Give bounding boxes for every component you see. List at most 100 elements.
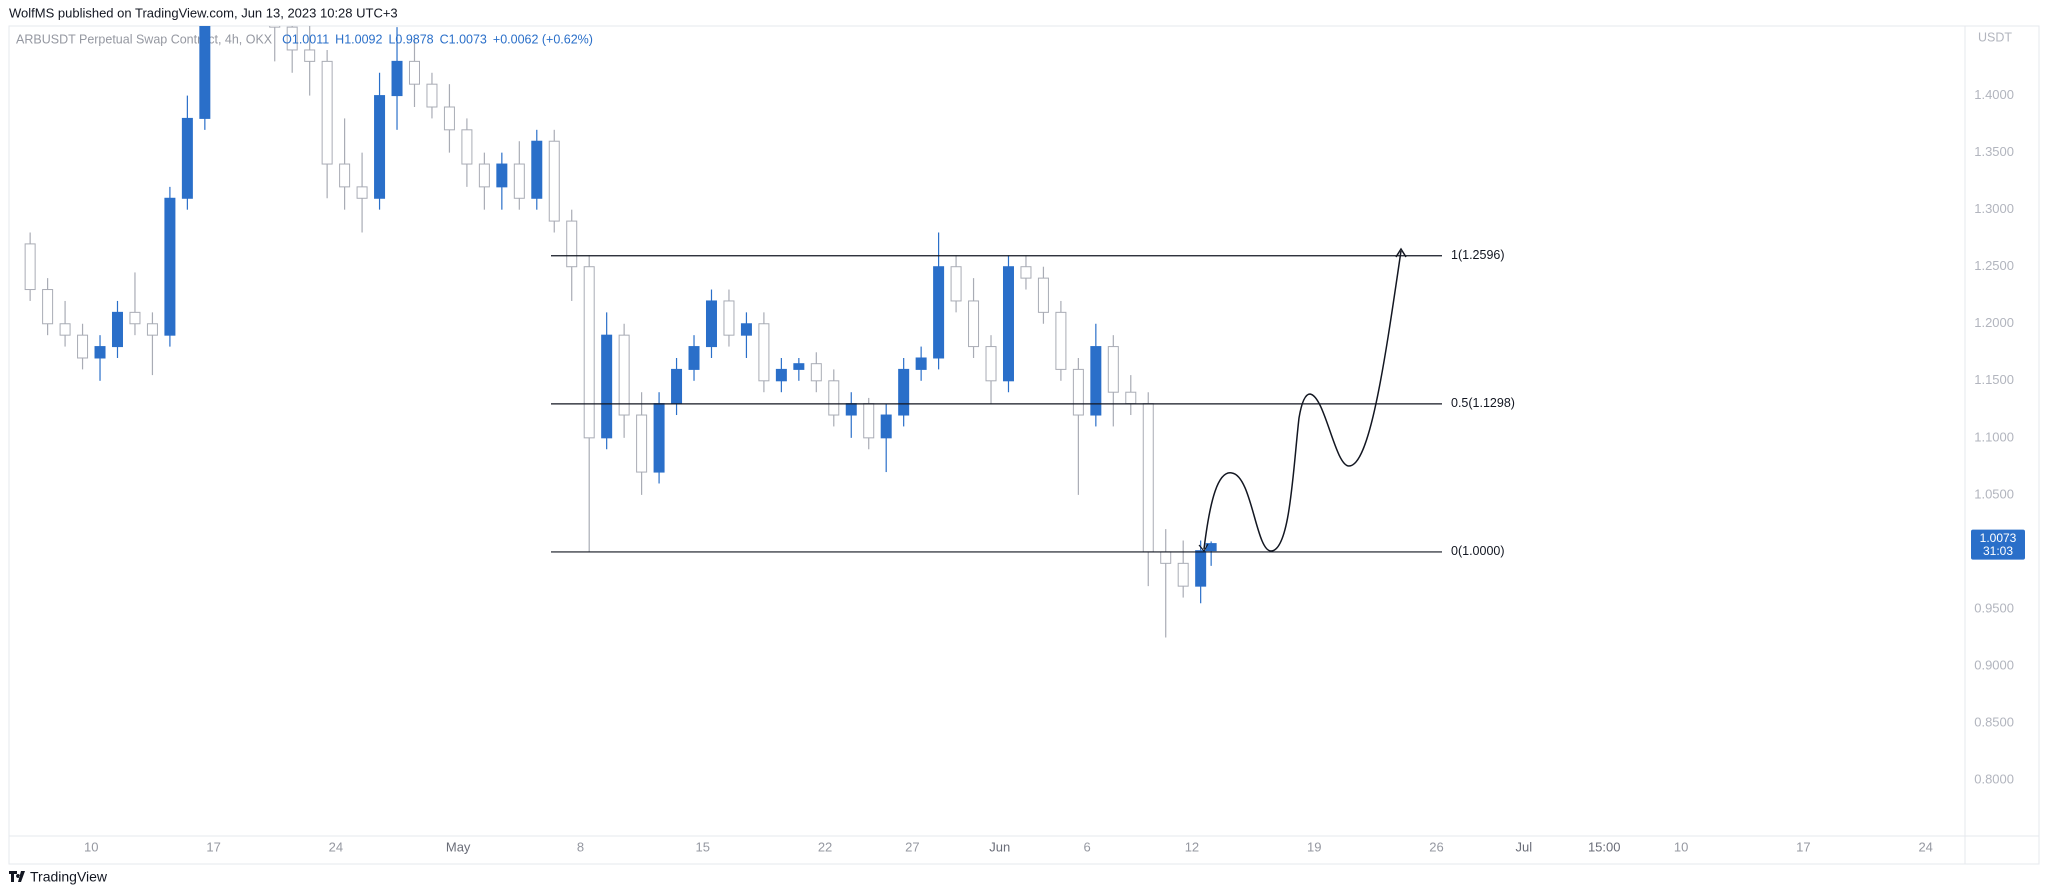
y-tick-label: 1.2500 [1974,258,2014,273]
candle-body [443,106,455,131]
candles [24,26,1217,638]
candle-body [356,186,368,199]
x-tick-label: 26 [1429,839,1443,854]
candle-body [671,368,683,405]
candle-body [653,403,665,473]
x-tick-label: 22 [818,839,832,854]
footer-brand: TradingView [30,869,108,885]
candle-body [845,403,857,416]
candle-body [688,346,700,370]
candle-body [1002,266,1014,382]
y-tick-label: 1.4000 [1974,87,2014,102]
candle-body [933,266,945,359]
candle-body [705,300,717,348]
candle-body [1037,277,1049,313]
candle-body [77,334,89,359]
x-tick-label: 27 [905,839,919,854]
candle-body [740,323,752,336]
x-tick-label: 6 [1083,839,1090,854]
fib-level-label: 1(1.2596) [1451,248,1505,262]
candle-body [269,26,281,28]
ohlc-value: L0.9878 [388,32,433,46]
candle-body [478,163,490,188]
x-tick-label: 10 [1674,839,1688,854]
candle-body [1125,391,1137,405]
candle-body [391,60,403,97]
candle-body [793,363,805,370]
candle-body [42,289,54,325]
candle-body [548,140,560,222]
candle-body [950,266,962,302]
candle-body [426,83,438,108]
chart-frame [8,25,2040,865]
candle-body [1195,550,1207,587]
candle-body [968,300,980,348]
ohlc-value: O1.0011 [282,32,329,46]
x-tick-label: 15:00 [1588,839,1621,854]
publisher-header: WolfMS published on TradingView.com, Jun… [9,5,398,20]
candle-body [915,357,927,370]
ohlc-value: C1.0073 [440,32,487,46]
candle-body [304,49,316,62]
y-tick-label: 1.0500 [1974,486,2014,501]
y-tick-label: 0.9500 [1974,600,2014,615]
candle-body [828,380,840,416]
projection-drawing [1203,250,1402,552]
candle-body [636,414,648,473]
candle-body [1177,562,1189,587]
fib-level-label: 0(1.0000) [1451,544,1505,558]
candle-body [1107,346,1119,393]
x-tick-label: Jun [989,839,1010,854]
x-tick-label: 17 [1796,839,1810,854]
candle-body [24,243,36,291]
candle-body [513,163,525,199]
countdown-label: 31:03 [1983,544,2013,558]
candle-body [1160,551,1172,564]
last-price-label: 1.0073 [1980,531,2017,545]
y-tick-label: 1.1500 [1974,372,2014,387]
projection-arrowhead [1395,247,1407,258]
x-tick-label: Jul [1516,839,1533,854]
candle-body [723,300,735,336]
y-tick-label: 0.8500 [1974,714,2014,729]
candle-body [408,60,420,85]
candle-body [583,266,595,439]
candle-body [880,414,892,439]
candle-body [898,368,910,416]
x-tick-label: 8 [577,839,584,854]
candle-body [810,363,822,382]
candle-body [863,403,875,439]
x-tick-label: 17 [206,839,220,854]
candle-body [566,220,578,268]
y-tick-label: 1.1000 [1974,429,2014,444]
candle-body [164,197,176,336]
candle-body [111,311,123,348]
candle-body [59,323,71,336]
x-tick-label: 10 [84,839,98,854]
candle-body [601,334,613,439]
candle-body [286,26,298,51]
candle-body [146,323,158,336]
candle-body [531,140,543,199]
candle-body [985,346,997,382]
y-tick-label: 1.3500 [1974,144,2014,159]
y-tick-label: 1.3000 [1974,201,2014,216]
candle-body [1142,403,1154,553]
candle-body [618,334,630,416]
candle-body [1090,346,1102,416]
candle-body [181,117,193,199]
x-tick-label: 12 [1185,839,1199,854]
candle-body [1072,368,1084,416]
x-tick-label: 15 [696,839,710,854]
candle-body [94,346,106,359]
candle-body [1055,311,1067,370]
projection-start [1198,543,1209,553]
last-price-tag [1971,529,2025,560]
candle-body [496,163,508,188]
ohlc-value: +0.0062 (+0.62%) [493,32,593,46]
candle-body [339,163,351,188]
candle-body [461,129,473,165]
candle-body [129,311,141,325]
